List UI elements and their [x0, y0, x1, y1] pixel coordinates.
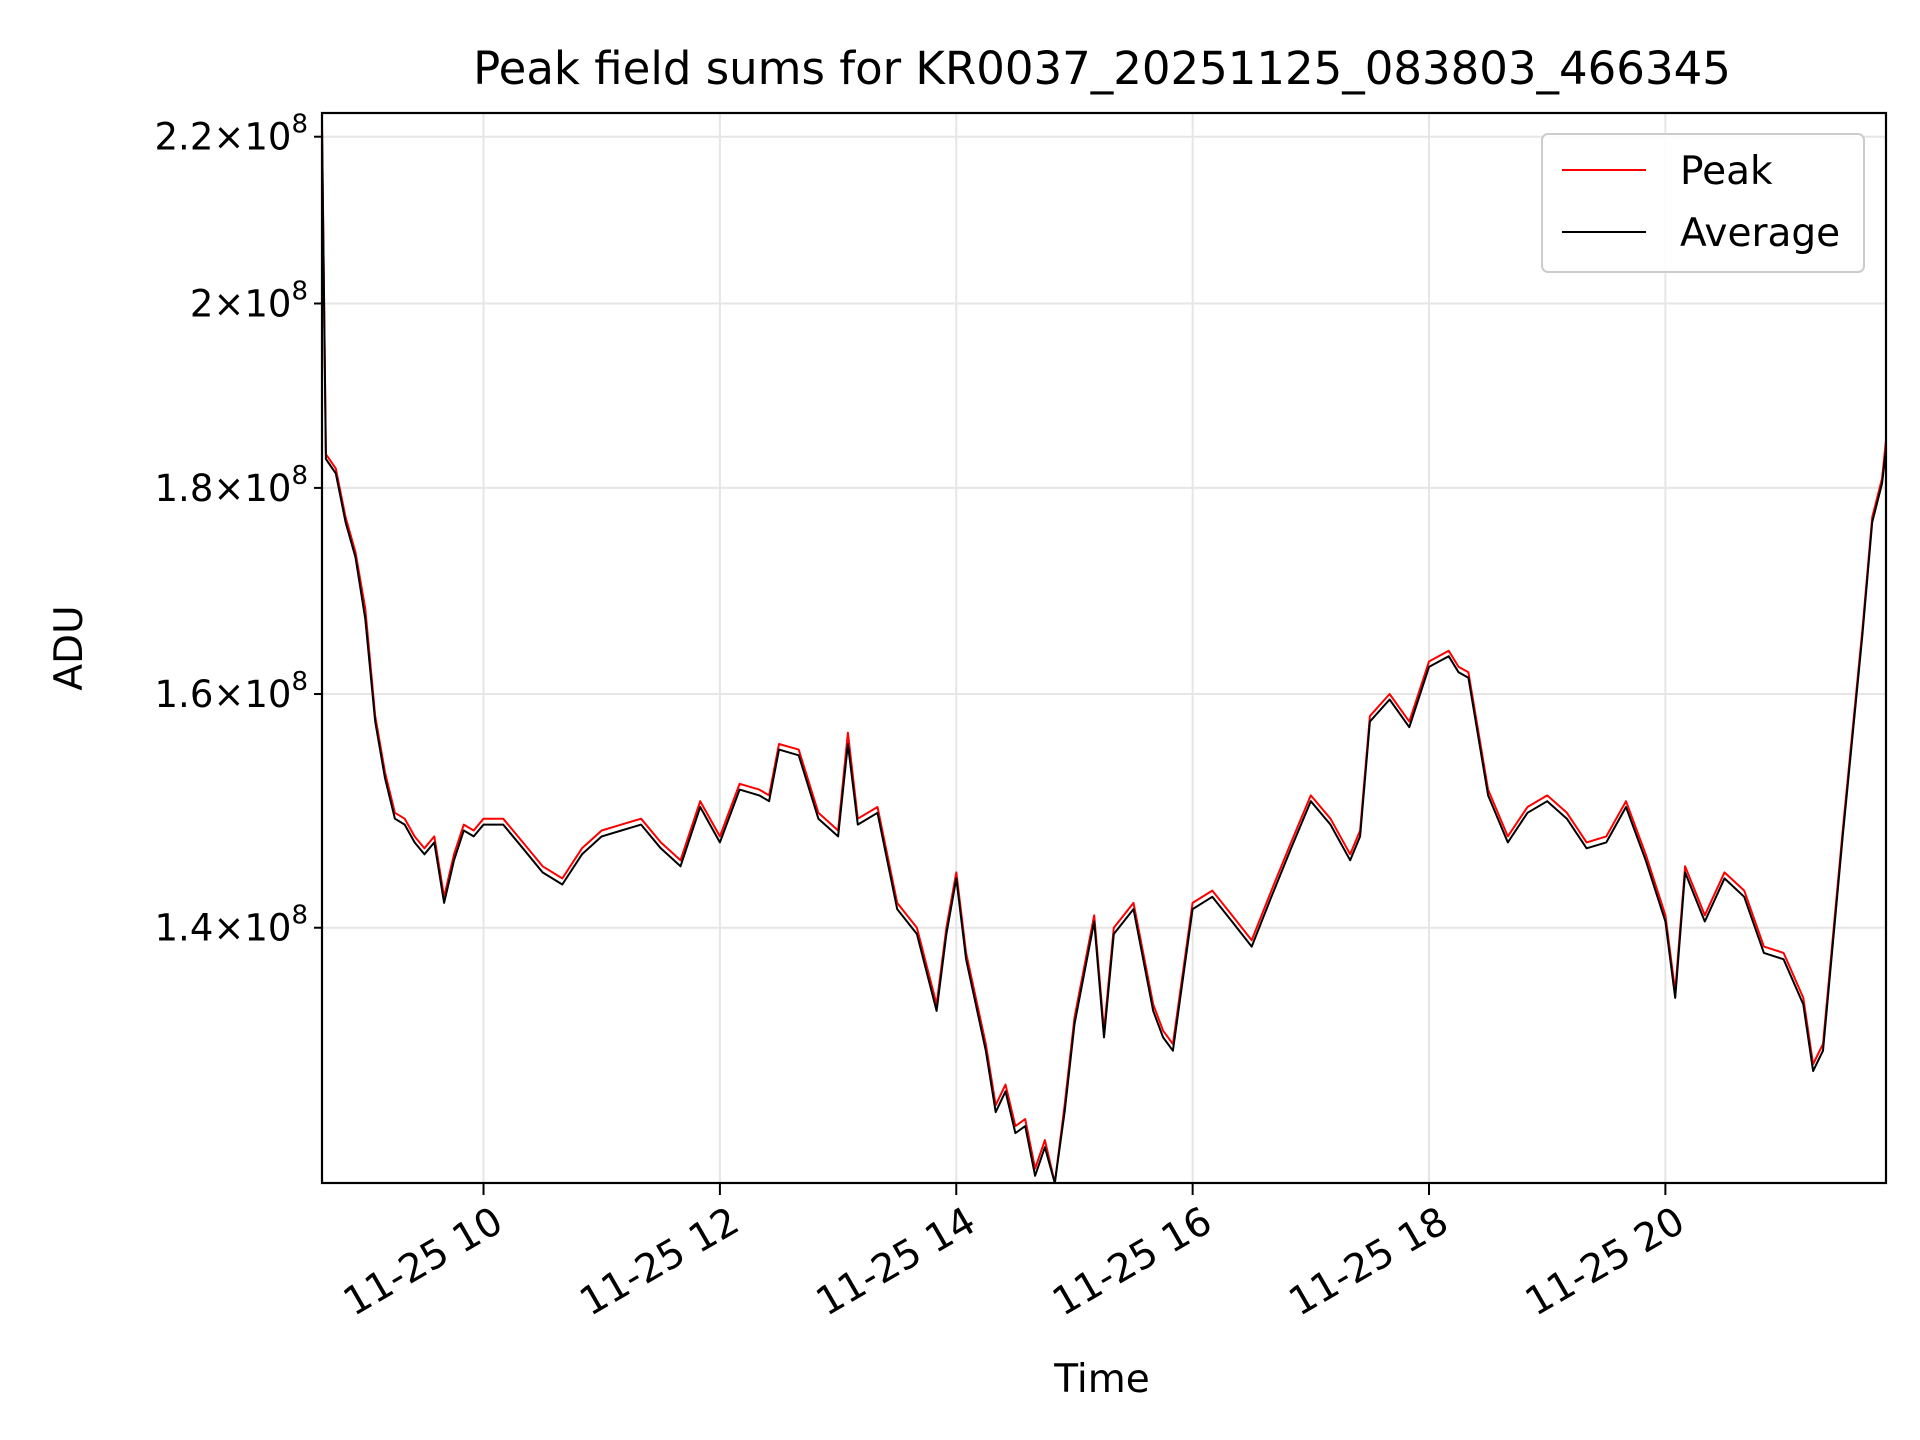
- legend-label-peak: Peak: [1680, 149, 1773, 194]
- y-tick-exponent: 8: [291, 110, 308, 140]
- y-tick-exponent: 8: [291, 461, 308, 491]
- y-tick-exponent: 8: [291, 277, 308, 307]
- plot-area-frame: [320, 111, 1888, 1185]
- y-tick-label: 1.4×108: [155, 901, 308, 950]
- y-tick-times-ten: ×10: [213, 907, 291, 950]
- y-tick-mantissa: 1.6: [155, 673, 214, 716]
- legend-box: [1541, 133, 1865, 273]
- chart-title: Peak field sums for KR0037_20251125_0838…: [473, 42, 1731, 95]
- series-lines: [322, 120, 1886, 1183]
- y-tick-times-ten: ×10: [213, 283, 291, 326]
- x-axis-label: Time: [1053, 1357, 1149, 1402]
- y-tick-label: 1.6×108: [155, 667, 308, 716]
- y-tick-times-ten: ×10: [213, 116, 291, 159]
- y-tick-exponent: 8: [291, 901, 308, 931]
- y-axis-label: ADU: [47, 605, 92, 690]
- y-tick-exponent: 8: [291, 667, 308, 697]
- y-tick-mantissa: 2.2: [155, 116, 214, 159]
- y-tick-label: 1.8×108: [155, 461, 308, 510]
- y-tick-mantissa: 2: [190, 283, 214, 326]
- legend: Peak Average: [1541, 133, 1865, 273]
- y-tick-label: 2×108: [190, 277, 308, 326]
- series-line-peak: [322, 120, 1886, 1183]
- legend-label-average: Average: [1680, 211, 1840, 256]
- y-tick-times-ten: ×10: [213, 467, 291, 510]
- y-tick-times-ten: ×10: [213, 673, 291, 716]
- y-tick-mantissa: 1.8: [155, 467, 214, 510]
- y-tick-label: 2.2×108: [155, 110, 308, 159]
- series-line-average: [322, 128, 1886, 1183]
- y-tick-mantissa: 1.4: [155, 907, 214, 950]
